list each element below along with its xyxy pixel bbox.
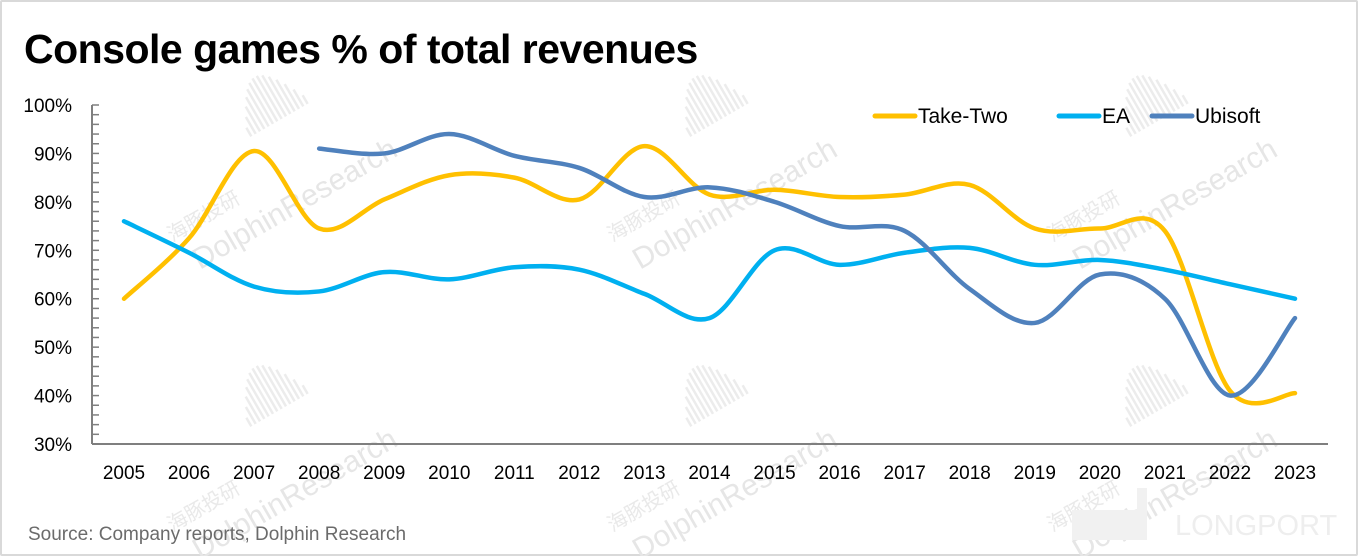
x-tick-label: 2017 bbox=[884, 463, 926, 484]
x-tick-label: 2006 bbox=[168, 463, 210, 484]
legend: Take-Two EA Ubisoft bbox=[872, 105, 1261, 128]
y-tick-label: 60% bbox=[34, 290, 72, 311]
y-tick-label: 50% bbox=[34, 338, 72, 359]
x-tick-label: 2011 bbox=[494, 463, 535, 484]
x-tick-label: 2020 bbox=[1079, 463, 1121, 484]
series-layer bbox=[121, 131, 1298, 406]
x-tick-label: 2007 bbox=[233, 463, 275, 484]
x-tick-label: 2005 bbox=[103, 463, 145, 484]
x-tick-label: 2015 bbox=[753, 463, 795, 484]
x-tick-label: 2021 bbox=[1144, 463, 1186, 484]
series-line-ea bbox=[121, 218, 1298, 322]
longport-watermark: LONGPORT bbox=[1072, 488, 1338, 542]
x-tick-label: 2013 bbox=[623, 463, 665, 484]
y-tick-label: 80% bbox=[34, 193, 72, 214]
x-tick-label: 2019 bbox=[1014, 463, 1056, 484]
axes: 30% 40% 50% 60% 70% 80% 90% 100% 2005 2006 2007 200… bbox=[23, 96, 1328, 484]
y-tick-label: 30% bbox=[34, 435, 72, 456]
y-tick-label: 100% bbox=[23, 96, 72, 117]
y-tick-label: 90% bbox=[34, 144, 72, 165]
x-tick-label: 2010 bbox=[428, 463, 470, 484]
chart-title: Console games % of total revenues bbox=[24, 26, 698, 72]
legend-item-take-two: Take-Two bbox=[872, 105, 1008, 128]
x-tick-label: 2023 bbox=[1274, 463, 1316, 484]
legend-label: Ubisoft bbox=[1195, 105, 1261, 128]
source-note: Source: Company reports, Dolphin Researc… bbox=[28, 524, 407, 545]
x-tick-label: 2009 bbox=[363, 463, 405, 484]
legend-label: EA bbox=[1102, 105, 1130, 128]
legend-item-ea: EA bbox=[1056, 105, 1130, 128]
legend-item-ubisoft: Ubisoft bbox=[1149, 105, 1261, 128]
y-tick-label: 40% bbox=[34, 387, 72, 408]
series-line-ubisoft bbox=[316, 131, 1298, 398]
legend-label: Take-Two bbox=[918, 105, 1008, 128]
x-tick-label: 2012 bbox=[558, 463, 600, 484]
x-tick-label: 2014 bbox=[688, 463, 731, 484]
x-tick-label: 2018 bbox=[949, 463, 991, 484]
x-tick-label: 2022 bbox=[1209, 463, 1251, 484]
x-tick-label: 2016 bbox=[818, 463, 860, 484]
y-tick-label: 70% bbox=[34, 241, 72, 262]
svg-text:LONGPORT: LONGPORT bbox=[1175, 510, 1338, 542]
x-tick-label: 2008 bbox=[298, 463, 340, 484]
